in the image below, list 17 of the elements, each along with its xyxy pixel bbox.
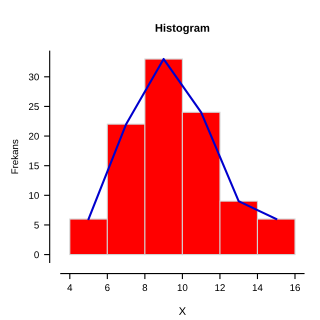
x-tick-label: 4 [67, 284, 72, 291]
x-tick-label: 8 [142, 284, 148, 292]
chart-title: Histogram [156, 24, 210, 34]
y-tick-label: 10 [29, 192, 39, 199]
x-tick-label: 10 [178, 284, 188, 292]
y-tick-label: 5 [34, 222, 39, 229]
y-tick-label: 20 [28, 132, 39, 140]
y-tick-label: 30 [28, 74, 39, 80]
x-tick-label: 14 [252, 284, 263, 291]
x-axis-title: X [178, 307, 186, 315]
y-axis-title: Frekans [11, 140, 18, 174]
x-tick-label: 12 [215, 284, 225, 291]
y-tick-label: 25 [28, 103, 39, 110]
y-tick-label: 0 [34, 251, 39, 258]
x-tick-label: 6 [105, 284, 110, 292]
x-tick-label: 16 [290, 284, 300, 292]
y-tick-label: 15 [29, 162, 39, 170]
